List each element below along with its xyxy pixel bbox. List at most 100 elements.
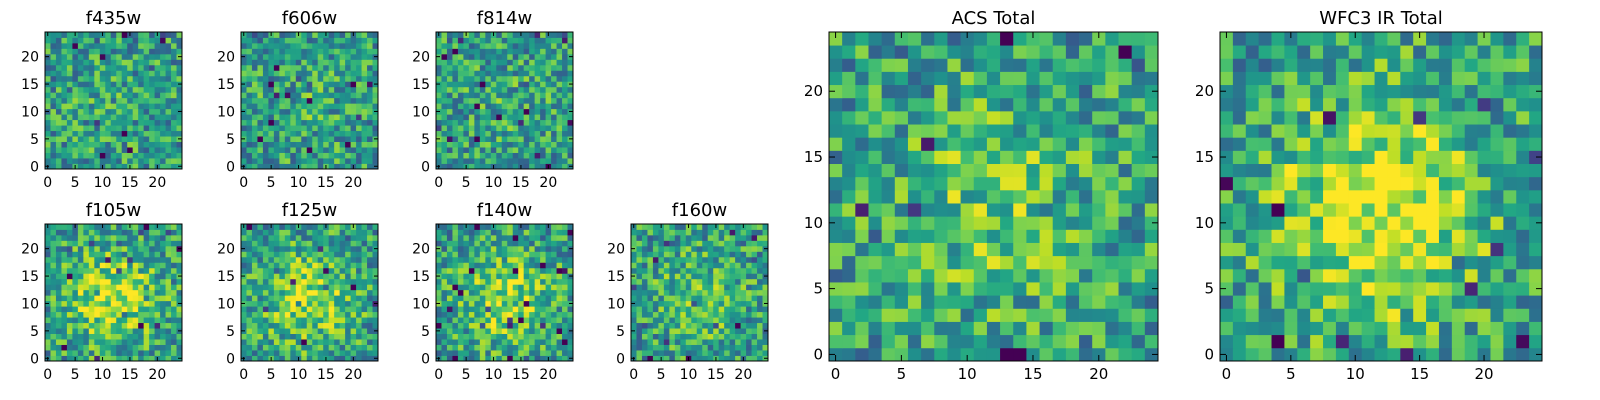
heatmap-cell: [534, 234, 541, 241]
panel-title: f140w: [477, 200, 532, 221]
heatmap-cell: [279, 234, 286, 241]
heatmap-cell: [345, 322, 351, 329]
heatmap-cell: [441, 103, 448, 110]
heatmap-cell: [881, 268, 896, 283]
heatmap-cell: [312, 114, 319, 121]
heatmap-cell: [127, 289, 134, 296]
heatmap-cell: [441, 64, 448, 71]
heatmap-cell: [372, 278, 379, 285]
heatmap-cell: [463, 317, 470, 324]
heatmap-cell: [127, 284, 134, 291]
heatmap-cell: [306, 350, 313, 356]
heatmap-cell: [66, 256, 73, 263]
heatmap-cell: [485, 328, 492, 334]
heatmap-cell: [328, 273, 335, 280]
heatmap-cell: [441, 262, 448, 269]
heatmap-cell: [246, 245, 253, 252]
heatmap-cell: [83, 311, 90, 318]
heatmap-cell: [669, 273, 676, 280]
heatmap-cell: [556, 224, 563, 230]
heatmap-cell: [154, 103, 161, 110]
heatmap-cell: [143, 289, 150, 296]
heatmap-cell: [176, 158, 183, 164]
heatmap-cell: [762, 350, 769, 356]
heatmap-cell: [312, 284, 319, 291]
heatmap-cell: [696, 240, 703, 247]
heatmap-cell: [66, 114, 73, 121]
heatmap-cell: [567, 344, 574, 351]
heatmap-cell: [540, 141, 546, 148]
heatmap-cell: [1105, 295, 1119, 309]
heatmap-cell: [334, 306, 341, 313]
heatmap-cell: [545, 333, 552, 340]
heatmap-cell: [66, 322, 73, 329]
heatmap-cell: [301, 251, 308, 258]
heatmap-cell: [262, 103, 269, 110]
heatmap-cell: [317, 114, 324, 121]
heatmap-cell: [490, 59, 497, 66]
heatmap-cell: [143, 273, 150, 280]
heatmap-cell: [490, 240, 497, 247]
heatmap-cell: [350, 48, 357, 55]
x-tick-label: 20: [539, 367, 557, 383]
heatmap-cell: [490, 251, 497, 258]
heatmap-cell: [241, 311, 247, 318]
heatmap-cell: [713, 234, 720, 241]
y-tick-label: 10: [607, 296, 625, 312]
heatmap-cell: [284, 300, 291, 307]
heatmap-cell: [468, 136, 475, 142]
heatmap-cell: [685, 234, 692, 241]
heatmap-cell: [496, 163, 503, 170]
heatmap-cell: [740, 311, 747, 318]
heatmap-cell: [88, 295, 95, 302]
heatmap-cell: [881, 308, 896, 322]
heatmap-cell: [83, 152, 90, 159]
heatmap-cell: [551, 344, 557, 351]
heatmap-cell: [246, 48, 253, 55]
heatmap-cell: [523, 42, 530, 49]
heatmap-cell: [290, 278, 297, 285]
heatmap-cell: [496, 328, 503, 334]
heatmap-cell: [257, 130, 264, 137]
heatmap-cell: [61, 317, 68, 324]
heatmap-cell: [518, 152, 525, 159]
heatmap-cell: [138, 311, 145, 318]
heatmap-cell: [868, 255, 883, 270]
heatmap-cell: [1144, 229, 1159, 243]
heatmap-cell: [94, 295, 101, 302]
heatmap-cell: [66, 306, 73, 313]
heatmap-cell: [463, 344, 470, 351]
heatmap-cell: [55, 158, 62, 164]
heatmap-cell: [441, 114, 448, 121]
heatmap-cell: [921, 347, 935, 362]
heatmap-cell: [110, 317, 117, 324]
heatmap-cell: [496, 273, 503, 280]
heatmap-cell: [339, 141, 346, 148]
heatmap-cell: [116, 229, 123, 236]
heatmap-cell: [567, 339, 574, 345]
heatmap-cell: [116, 108, 123, 115]
heatmap-cell: [702, 284, 709, 291]
heatmap-cell: [323, 262, 330, 269]
heatmap-cell: [356, 147, 362, 153]
heatmap-cell: [317, 86, 324, 93]
heatmap-cell: [290, 344, 297, 351]
heatmap-cell: [707, 339, 714, 345]
heatmap-cell: [257, 333, 264, 340]
heatmap-cell: [246, 317, 253, 324]
heatmap-cell: [273, 125, 280, 132]
heatmap-cell: [1118, 203, 1133, 217]
heatmap-cell: [361, 262, 368, 269]
heatmap-cell: [328, 59, 335, 66]
heatmap-cell: [707, 284, 714, 291]
heatmap-cell: [176, 311, 183, 318]
heatmap-cell: [556, 278, 563, 285]
heatmap-cell: [171, 328, 177, 334]
heatmap-cell: [658, 256, 665, 263]
heatmap-cell: [501, 163, 508, 170]
heatmap-cell: [317, 103, 324, 110]
heatmap-cell: [757, 240, 763, 247]
heatmap-cell: [105, 289, 112, 296]
heatmap-cell: [556, 267, 563, 274]
heatmap-cell: [540, 224, 546, 230]
